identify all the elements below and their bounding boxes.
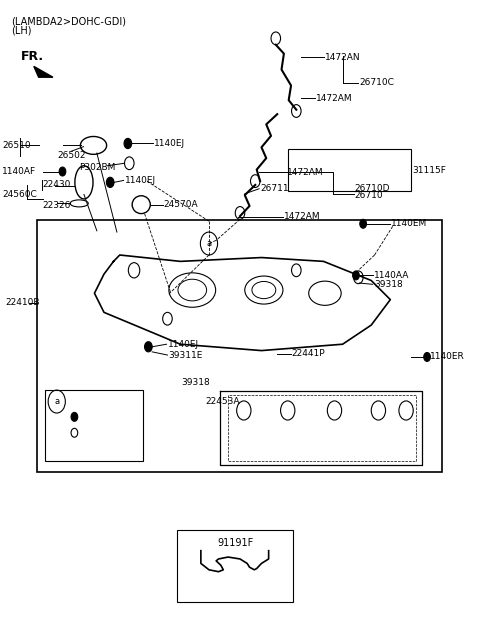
Text: 1140EJ: 1140EJ: [124, 176, 156, 185]
Text: 1472AM: 1472AM: [284, 212, 321, 221]
Circle shape: [124, 138, 132, 148]
Text: 26711: 26711: [261, 184, 289, 193]
Text: 26710: 26710: [355, 191, 383, 200]
Text: 1140AF: 1140AF: [2, 167, 36, 176]
Circle shape: [360, 220, 366, 228]
Bar: [288, 149, 411, 191]
Circle shape: [59, 167, 66, 176]
Polygon shape: [34, 67, 53, 77]
Text: 22430: 22430: [42, 180, 71, 189]
Text: 1140AA: 1140AA: [374, 271, 409, 280]
Text: 1472AN: 1472AN: [324, 53, 360, 62]
Bar: [177, 531, 293, 602]
Text: 22326: 22326: [42, 201, 71, 210]
Text: 1472AM: 1472AM: [316, 93, 353, 103]
Text: 26710C: 26710C: [360, 79, 394, 88]
Text: 22410B: 22410B: [5, 298, 40, 307]
Text: 24570A: 24570A: [164, 200, 198, 209]
Text: 1140EJ: 1140EJ: [85, 410, 116, 419]
Text: 1472AM: 1472AM: [287, 168, 324, 177]
Bar: [45, 390, 143, 461]
Text: P302BM: P302BM: [79, 163, 115, 172]
Circle shape: [144, 342, 152, 352]
Text: 22453A: 22453A: [205, 397, 240, 406]
Text: 1140EJ: 1140EJ: [168, 340, 199, 349]
Circle shape: [424, 353, 431, 362]
Circle shape: [353, 271, 360, 280]
Text: 1140EM: 1140EM: [391, 220, 428, 228]
Text: (LH): (LH): [11, 25, 31, 35]
Text: 39311E: 39311E: [168, 351, 203, 360]
Text: FR.: FR.: [21, 51, 44, 63]
Text: (LAMBDA2>DOHC-GDI): (LAMBDA2>DOHC-GDI): [11, 17, 126, 27]
Text: a: a: [206, 239, 212, 248]
Text: 26710D: 26710D: [355, 184, 390, 193]
Text: 1140ER: 1140ER: [430, 353, 465, 362]
Text: 39318: 39318: [374, 280, 403, 289]
Text: 24560C: 24560C: [2, 190, 37, 199]
Text: 22441P: 22441P: [291, 349, 325, 358]
Circle shape: [107, 177, 114, 188]
Bar: [37, 220, 442, 472]
Text: 26502: 26502: [57, 151, 86, 160]
Text: 91991: 91991: [85, 430, 114, 439]
Text: 26510: 26510: [2, 141, 31, 150]
Text: 39318: 39318: [182, 378, 211, 387]
Text: 1140EJ: 1140EJ: [154, 139, 185, 148]
Circle shape: [71, 412, 78, 421]
Text: 91191F: 91191F: [217, 538, 253, 548]
Text: 31115F: 31115F: [413, 166, 446, 175]
Text: a: a: [54, 397, 60, 406]
